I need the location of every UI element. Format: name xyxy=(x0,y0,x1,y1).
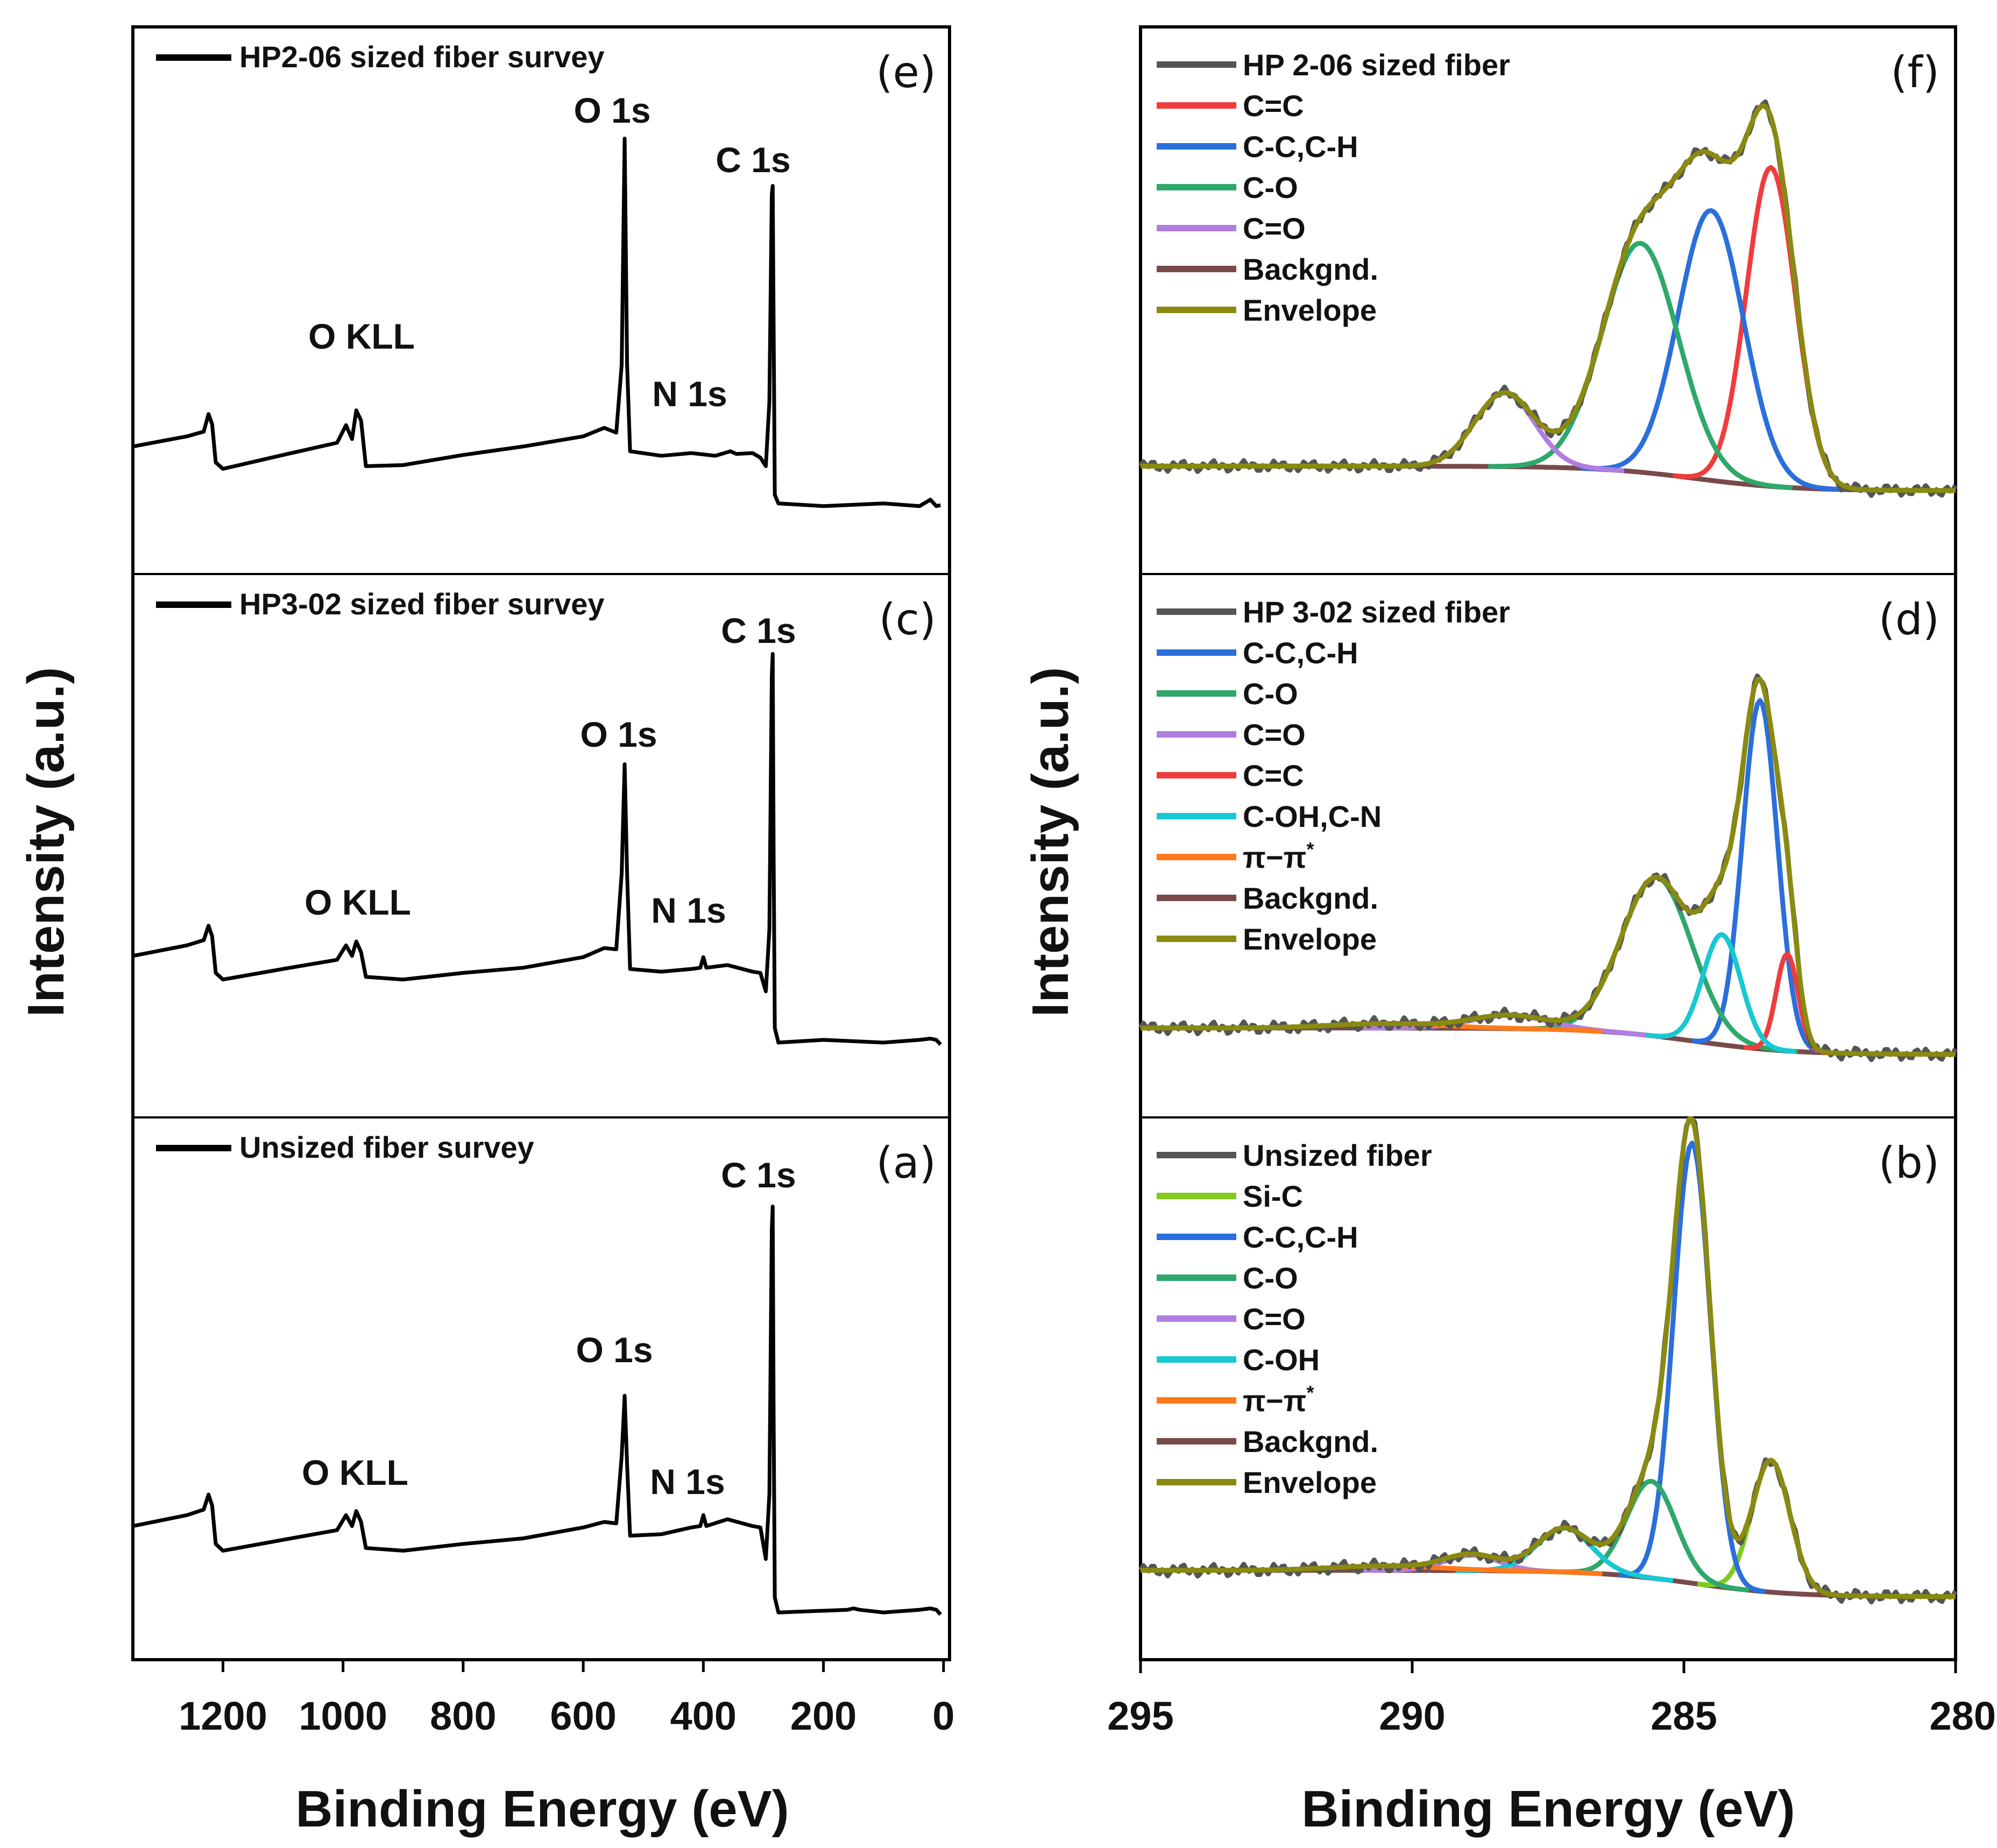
legend-label-f-2: C-C,C-H xyxy=(1243,130,1358,164)
left-column: 1200 1000 800 600 400 200 0 xyxy=(131,25,954,1738)
right-tick-label-290: 290 xyxy=(1379,1694,1445,1738)
left-tick-label-1000: 1000 xyxy=(299,1694,387,1738)
legend-label-d-8: Envelope xyxy=(1243,922,1377,956)
right-x-ticks: 295 290 285 280 xyxy=(1107,1660,1996,1738)
peak-label-a-c-1s: C 1s xyxy=(721,1155,796,1195)
left-tick-label-800: 800 xyxy=(430,1694,496,1738)
right-tick-label-280: 280 xyxy=(1930,1694,1996,1738)
survey-line-a xyxy=(132,1205,942,1616)
left-y-axis-title: Intensity (a.u.) xyxy=(17,667,75,1017)
legend-label-b-8: Envelope xyxy=(1243,1465,1377,1499)
c1s-panel-f: HP 2-06 sized fiber C=C C-C,C-H C-O C=O Backg… xyxy=(1138,47,1958,498)
peak-label-e-c-1s: C 1s xyxy=(716,140,790,180)
legend-label-b-3: C-O xyxy=(1243,1261,1298,1295)
left-tick-label-1200: 1200 xyxy=(179,1694,267,1738)
legend-label-e: HP2-06 sized fiber survey xyxy=(239,40,605,74)
left-tick-label-400: 400 xyxy=(670,1694,737,1738)
legend-label-d-7: Backgnd. xyxy=(1243,881,1378,915)
legend-label-b-7: Backgnd. xyxy=(1243,1425,1378,1458)
legend-label-d-5: C-OH,C-N xyxy=(1243,799,1382,833)
survey-line-e xyxy=(132,137,941,508)
panel-label-e: (e) xyxy=(876,47,936,97)
survey-panel-c: HP3-02 sized fiber survey (c) O KLL O 1s N 1… xyxy=(132,587,942,1046)
component-f-c-o xyxy=(1385,391,1625,473)
right-y-axis-title: Intensity (a.u.) xyxy=(1022,667,1079,1017)
legend-label-f-5: Backgnd. xyxy=(1243,252,1378,286)
legend-label-c: HP3-02 sized fiber survey xyxy=(239,587,605,621)
c1s-panel-d: HP 3-02 sized fiber C-C,C-H C-O C=O C=C C-OH,… xyxy=(1138,594,1958,1063)
right-x-axis-title: Binding Energy (eV) xyxy=(1301,1780,1795,1838)
component-f-c-o xyxy=(1488,240,1793,490)
peak-label-c-o-1s: O 1s xyxy=(580,714,657,754)
panel-label-d: (d) xyxy=(1879,594,1939,645)
legend-label-b-5: C-OH xyxy=(1243,1343,1320,1377)
panel-label-b: (b) xyxy=(1879,1138,1939,1188)
right-tick-label-295: 295 xyxy=(1107,1694,1173,1738)
left-x-ticks: 1200 1000 800 600 400 200 0 xyxy=(179,1660,954,1738)
survey-panel-a: Unsized fiber survey (a) O KLL O 1s N 1s C 1s xyxy=(132,1130,942,1616)
envelope-line-b xyxy=(1141,1116,1956,1599)
peak-label-a-o-1s: O 1s xyxy=(576,1330,653,1370)
envelope-line-d xyxy=(1141,676,1956,1057)
legend-label-d-2: C-O xyxy=(1243,677,1298,711)
envelope-line-f xyxy=(1141,103,1956,493)
survey-line-c xyxy=(132,652,942,1046)
left-x-axis-title: Binding Energy (eV) xyxy=(295,1780,789,1838)
legend-label-f-3: C-O xyxy=(1243,171,1298,204)
panel-label-a: (a) xyxy=(876,1138,936,1188)
legend-label-f-0: HP 2-06 sized fiber xyxy=(1243,48,1510,82)
legend-label-b-4: C=O xyxy=(1243,1302,1306,1336)
panel-label-c: (c) xyxy=(879,594,936,645)
legend-label-b-6: π−π* xyxy=(1243,1382,1314,1418)
left-tick-label-200: 200 xyxy=(790,1694,856,1738)
component-d-c-c-c-h xyxy=(1691,698,1829,1056)
peak-label-e-o-kll: O KLL xyxy=(308,316,415,356)
survey-panel-e: HP2-06 sized fiber survey (e) O KLL O 1s N 1… xyxy=(132,40,941,508)
legend-label-f-4: C=O xyxy=(1243,211,1306,245)
peak-label-a-n-1s: N 1s xyxy=(650,1462,725,1502)
right-axes-frame xyxy=(1139,25,1957,1661)
legend-label-b-2: C-C,C-H xyxy=(1243,1220,1358,1254)
legend-label-d-1: C-C,C-H xyxy=(1243,636,1358,670)
peak-label-c-o-kll: O KLL xyxy=(304,882,411,922)
legend-label-b-1: Si-C xyxy=(1243,1179,1303,1213)
legend-label-f-6: Envelope xyxy=(1243,293,1377,327)
panel-label-f: (f) xyxy=(1890,47,1939,97)
legend-label-b-0: Unsized fiber xyxy=(1243,1138,1432,1172)
left-tick-label-600: 600 xyxy=(550,1694,616,1738)
component-f-c-c-c-h xyxy=(1581,208,1842,492)
peak-label-c-c-1s: C 1s xyxy=(721,611,796,650)
legend-label-d-4: C=C xyxy=(1243,759,1304,792)
panels: HP2-06 sized fiber survey (e) O KLL O 1s N 1… xyxy=(132,40,1958,1616)
c1s-panel-b: Unsized fiber Si-C C-C,C-H C-O C=O C-OH π−π* Ba… xyxy=(1138,1116,1958,1605)
component-b-si-c xyxy=(1697,1457,1847,1598)
peak-label-e-n-1s: N 1s xyxy=(652,374,727,414)
right-column: 295 290 285 280 xyxy=(1107,25,1996,1738)
component-d-c-oh-c-n xyxy=(1645,932,1796,1054)
right-tick-label-285: 285 xyxy=(1651,1694,1717,1738)
component-b-c-o xyxy=(1553,1478,1750,1593)
peak-label-c-n-1s: N 1s xyxy=(651,890,726,930)
legend-label-a: Unsized fiber survey xyxy=(239,1130,534,1164)
legend-label-d-0: HP 3-02 sized fiber xyxy=(1243,595,1510,629)
legend-label-d-3: C=O xyxy=(1243,718,1306,752)
peak-label-e-o-1s: O 1s xyxy=(573,90,650,130)
peak-label-a-o-kll: O KLL xyxy=(302,1453,408,1492)
legend-label-f-1: C=C xyxy=(1243,89,1304,123)
component-b-c-c-c-h xyxy=(1618,1141,1766,1594)
legend-label-d-6: π−π* xyxy=(1243,838,1314,874)
left-axes-frame xyxy=(131,25,951,1661)
left-tick-label-0: 0 xyxy=(932,1694,954,1738)
